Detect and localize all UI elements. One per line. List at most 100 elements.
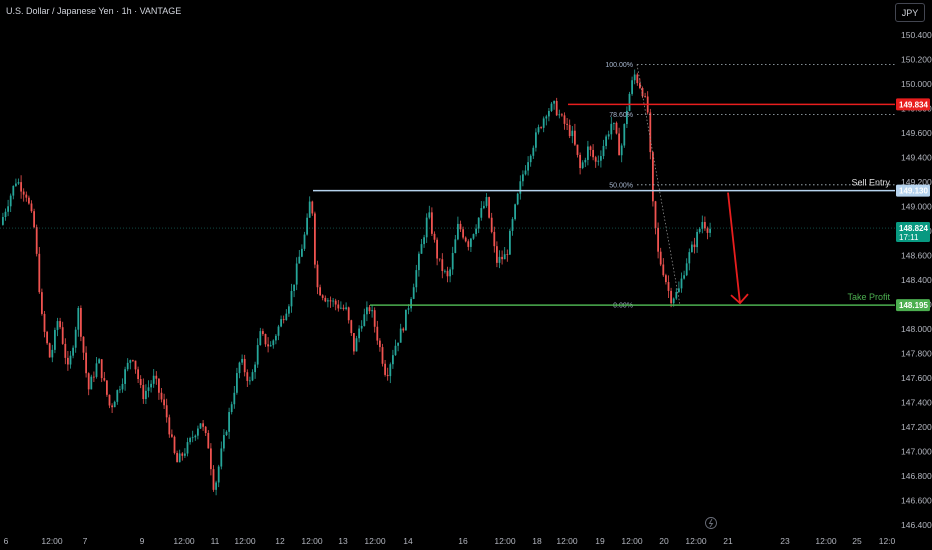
- candle-body: [563, 115, 566, 124]
- candle-body: [641, 88, 644, 97]
- price-tick-label: 147.000: [901, 447, 932, 457]
- candle-body: [480, 208, 483, 218]
- candle-body: [615, 122, 618, 134]
- candle-body: [467, 241, 470, 247]
- candle-body: [204, 426, 207, 434]
- candle-body: [293, 284, 295, 291]
- candle-body: [2, 217, 4, 225]
- candle-body: [4, 211, 7, 218]
- candle-body: [636, 74, 639, 84]
- candle-body: [298, 256, 301, 264]
- candle-body: [28, 197, 30, 204]
- candle-body: [605, 136, 607, 146]
- lightning-icon[interactable]: [705, 517, 717, 529]
- candle-body: [82, 336, 85, 353]
- candle-body: [358, 328, 360, 339]
- candle-body: [379, 340, 381, 348]
- fib-level-label: 0.00%: [613, 303, 633, 310]
- candle-body: [685, 263, 688, 276]
- candle-body: [165, 405, 168, 418]
- time-tick-label: 12: [275, 536, 285, 546]
- candle-body: [327, 300, 329, 302]
- candle-body: [587, 146, 589, 160]
- time-tick-label: 25: [852, 536, 862, 546]
- candle-body: [576, 144, 579, 155]
- candle-body: [85, 352, 87, 374]
- candle-body: [381, 347, 384, 364]
- candle-body: [17, 182, 20, 184]
- time-tick-label: 19: [595, 536, 605, 546]
- candle-body: [199, 423, 202, 429]
- time-tick-label: 12:00: [41, 536, 63, 546]
- time-tick-label: 12:00: [685, 536, 707, 546]
- candle-body: [264, 334, 267, 345]
- candle-body: [67, 357, 69, 365]
- take-profit-tag-label: 148.195: [899, 301, 928, 310]
- candle-body: [470, 238, 472, 247]
- candle-body: [425, 217, 428, 238]
- current-price-tag-label: 148.824: [899, 224, 928, 233]
- candle-body: [579, 154, 581, 169]
- candle-body: [623, 124, 626, 146]
- candle-body: [238, 362, 241, 374]
- candle-body: [360, 325, 363, 329]
- candle-body: [529, 155, 532, 163]
- candle-body: [35, 227, 38, 254]
- candle-body: [399, 328, 402, 343]
- candle-body: [25, 194, 28, 198]
- candle-body: [584, 159, 587, 163]
- candle-body: [95, 363, 98, 377]
- candle-body: [592, 149, 594, 158]
- currency-button[interactable]: JPY: [895, 3, 925, 22]
- candle-body: [7, 206, 9, 212]
- time-tick-label: 23: [780, 536, 790, 546]
- candle-body: [667, 282, 670, 291]
- candle-body: [303, 234, 306, 249]
- candle-body: [329, 300, 332, 302]
- candle-body: [574, 130, 576, 145]
- candle-body: [61, 327, 64, 344]
- candle-body: [212, 469, 215, 490]
- candle-body: [90, 376, 93, 390]
- candle-body: [194, 435, 197, 438]
- sell-arrow: [727, 192, 741, 304]
- lightning-icon-glyph: [708, 518, 714, 528]
- time-tick-label: 21: [723, 536, 733, 546]
- price-tick-label: 148.600: [901, 251, 932, 261]
- price-tick-label: 150.000: [901, 79, 932, 89]
- time-tick-label: 18: [532, 536, 542, 546]
- time-tick-label: 12:00: [234, 536, 256, 546]
- candle-body: [160, 392, 163, 400]
- candle-body: [607, 134, 610, 137]
- candle-body: [693, 244, 696, 248]
- candle-body: [389, 364, 392, 377]
- candle-body: [589, 146, 592, 150]
- candle-body: [472, 234, 475, 239]
- candle-body: [597, 160, 600, 162]
- candle-body: [22, 191, 25, 195]
- candle-body: [158, 378, 160, 393]
- candle-body: [542, 118, 545, 128]
- candle-body: [308, 201, 311, 218]
- candle-body: [332, 300, 334, 302]
- candle-body: [662, 264, 665, 276]
- candle-body: [38, 253, 41, 293]
- time-tick-label: 9: [140, 536, 145, 546]
- candle-body: [438, 258, 441, 260]
- candle-body: [129, 360, 132, 363]
- candle-body: [449, 269, 451, 277]
- candle-body: [64, 343, 67, 358]
- time-tick-label: 6: [4, 536, 9, 546]
- candle-body: [280, 319, 282, 327]
- price-axis: 150.400150.200150.000149.800149.600149.4…: [896, 30, 932, 530]
- candle-body: [80, 308, 82, 337]
- candle-body: [493, 231, 496, 247]
- candle-body: [269, 345, 272, 347]
- candle-body: [522, 174, 524, 182]
- candle-body: [41, 292, 43, 314]
- sell-stop-tag: [896, 98, 930, 111]
- candle-body: [259, 331, 262, 346]
- candle-body: [288, 306, 290, 314]
- candle-body: [545, 116, 548, 119]
